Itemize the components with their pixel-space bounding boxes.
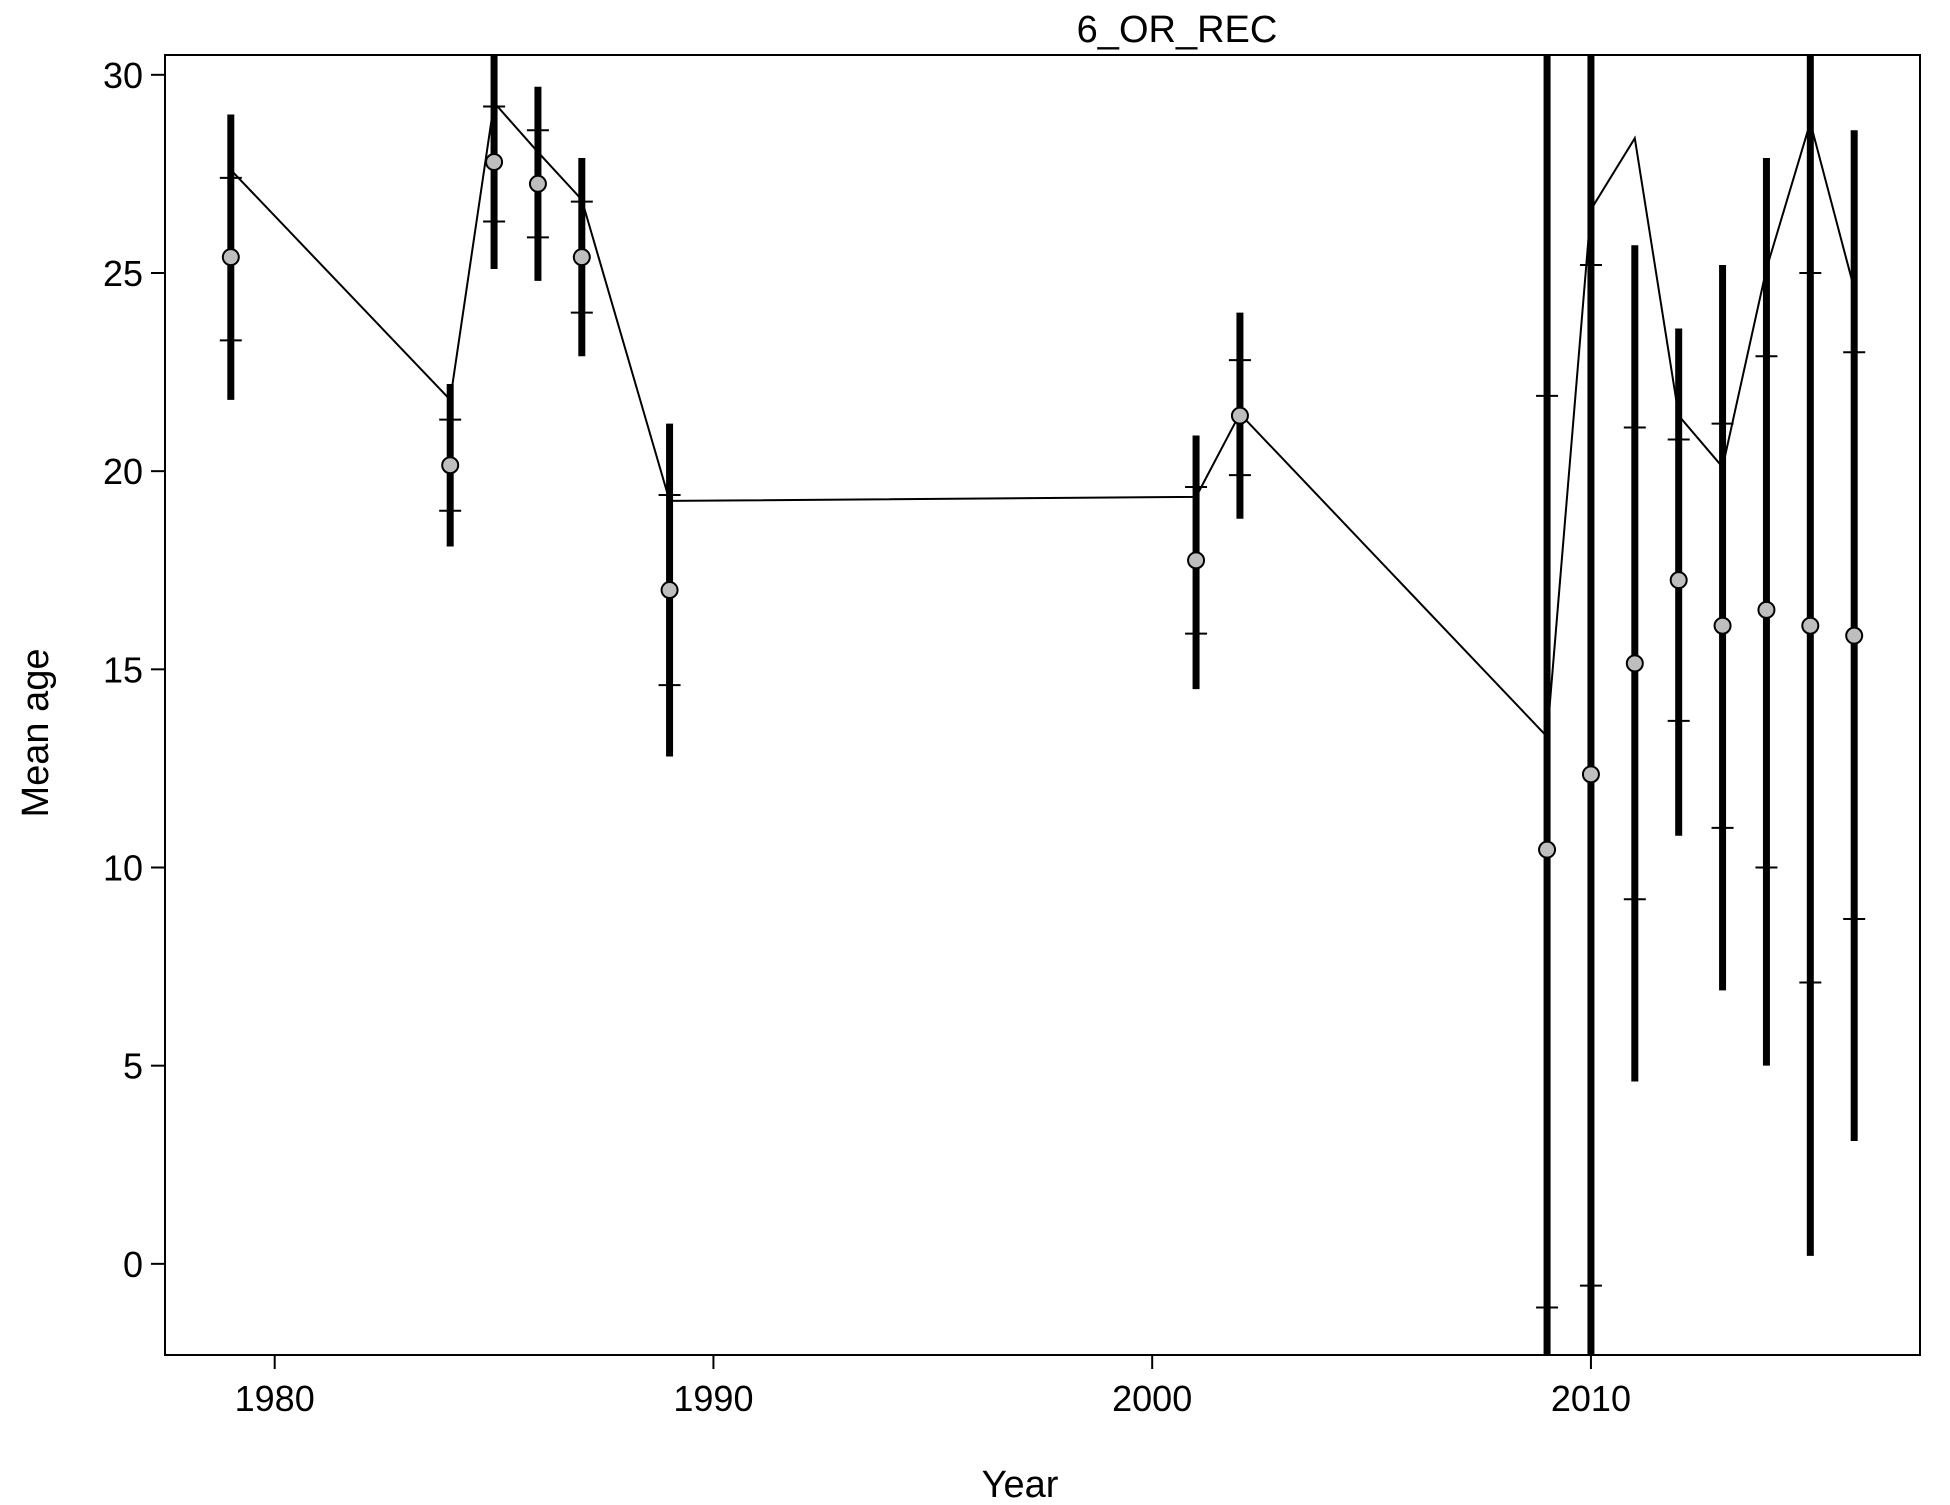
observed-mean-age-point	[1187, 551, 1206, 570]
observed-mean-age-point	[528, 174, 547, 193]
x-tick-label: 2010	[1551, 1378, 1631, 1419]
observation-point-layer	[221, 153, 1864, 859]
observed-mean-age-point	[221, 248, 240, 267]
y-tick-label: 15	[103, 649, 143, 690]
x-tick-label: 2000	[1112, 1378, 1192, 1419]
expected-line-layer	[230, 100, 1856, 740]
expected-mean-age-line	[230, 100, 1856, 740]
observed-mean-age-point	[1669, 571, 1688, 590]
observed-mean-age-point	[1230, 406, 1249, 425]
x-axis-label: Year	[982, 1464, 1059, 1500]
y-tick-label: 30	[103, 55, 143, 96]
observed-mean-age-point	[1801, 616, 1820, 635]
y-tick-label: 10	[103, 848, 143, 889]
x-tick-label: 1990	[673, 1378, 753, 1419]
observed-mean-age-point	[1845, 626, 1864, 645]
x-tick-label: 1980	[235, 1378, 315, 1419]
observed-mean-age-point	[485, 153, 504, 172]
observed-mean-age-point	[1581, 765, 1600, 784]
observed-mean-age-point	[1538, 840, 1557, 859]
y-axis-label: Mean age	[15, 648, 57, 817]
chart-title: 6_OR_REC	[1077, 9, 1278, 51]
y-axis: 0 5 10 15 20 25 30	[103, 55, 166, 1285]
observed-mean-age-point	[572, 248, 591, 267]
y-tick-label: 20	[103, 451, 143, 492]
observed-mean-age-point	[1625, 654, 1644, 673]
observed-mean-age-point	[441, 456, 460, 475]
observed-mean-age-point	[660, 581, 679, 600]
observed-mean-age-point	[1713, 616, 1732, 635]
x-axis: 1980 1990 2000 2010	[235, 1354, 1631, 1419]
y-tick-label: 25	[103, 253, 143, 294]
observed-mean-age-point	[1757, 600, 1776, 619]
y-tick-label: 5	[123, 1046, 143, 1087]
y-tick-label: 0	[123, 1244, 143, 1285]
